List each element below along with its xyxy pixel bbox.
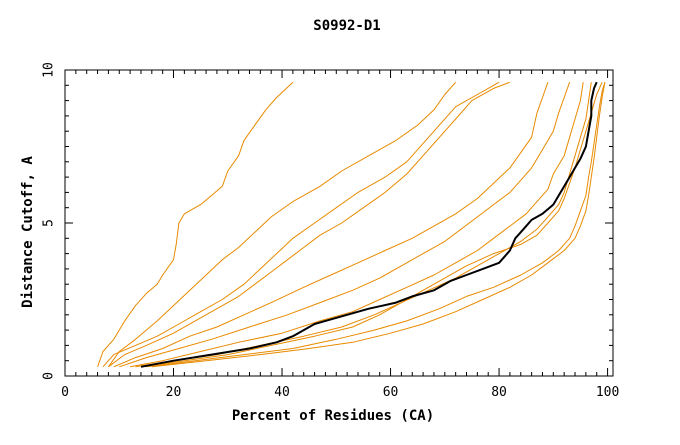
x-tick-label: 60 — [383, 385, 399, 400]
series-line-model-9 — [140, 81, 603, 368]
x-tick-label: 20 — [166, 385, 182, 400]
x-tick-label: 100 — [596, 385, 619, 400]
x-axis-label: Percent of Residues (CA) — [232, 408, 434, 424]
y-tick-label: 10 — [42, 62, 57, 78]
series-line-model-7 — [130, 82, 584, 368]
series-line-model-8 — [135, 82, 592, 368]
x-tick-label: 80 — [491, 385, 507, 400]
axis-layer: 0 20 40 60 80 100 0 5 10 — [42, 62, 620, 400]
series-line-model-4 — [108, 81, 511, 368]
series-line-model-10 — [146, 82, 606, 368]
series-line-model-1 — [97, 81, 294, 367]
series-line-model-5 — [113, 82, 549, 368]
series-line-model-11 — [151, 82, 606, 368]
y-tick-label: 5 — [42, 219, 57, 227]
x-tick-label: 40 — [274, 385, 290, 400]
y-axis-label: Distance Cutoff, A — [20, 156, 36, 308]
series-line-model-3 — [102, 81, 500, 368]
series-line-target — [140, 81, 598, 368]
series-layer — [97, 81, 606, 368]
y-tick-label: 0 — [42, 372, 57, 380]
chart-title: S0992-D1 — [313, 18, 380, 34]
series-line-model-2 — [107, 81, 457, 368]
x-tick-label: 0 — [61, 385, 69, 400]
series-line-model-6 — [119, 82, 571, 368]
